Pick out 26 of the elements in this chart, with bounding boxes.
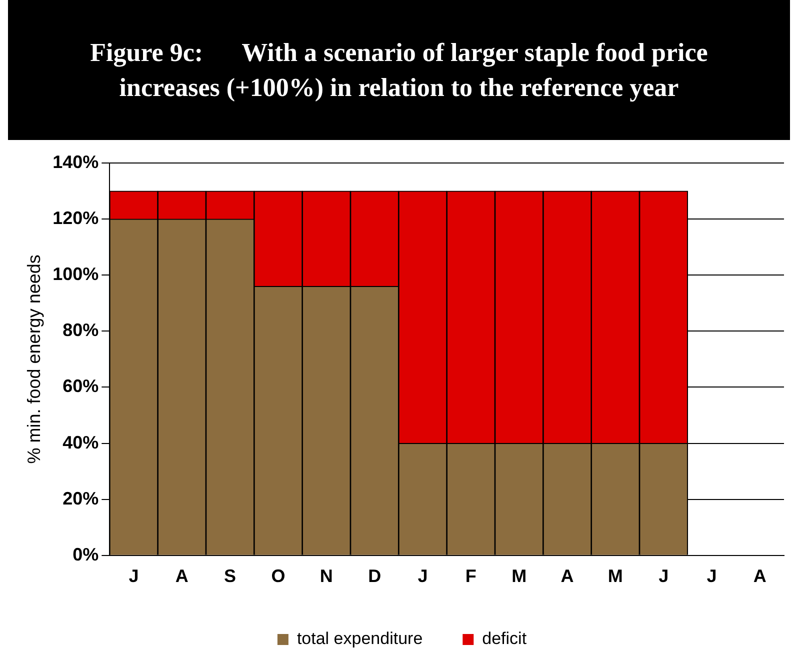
x-tick-label: J [706,566,717,586]
y-tick-label: 100% [52,264,99,284]
x-tick-label: J [658,566,669,586]
y-tick-label: 0% [72,544,99,564]
x-tick-label: F [465,566,476,586]
x-tick-label: A [175,566,188,586]
chart-title: Figure 9c: With a scenario of larger staple food price increases (+100%) in relation to the reference year [8,0,790,140]
y-tick-label: 60% [62,376,99,396]
x-tick-label: A [560,566,574,586]
x-tick-label: S [224,566,236,586]
x-tick-label: O [271,566,286,586]
x-tick-label: D [368,566,382,586]
legend-label: deficit [482,629,527,648]
x-tick-label: N [320,566,333,586]
x-tick-label: J [128,566,139,586]
x-tick-label: A [753,566,766,586]
x-tick-label: M [608,566,623,586]
legend-label: total expenditure [296,629,423,648]
x-tick-label: M [512,566,527,586]
y-tick-label: 40% [62,432,99,452]
x-tick-label: J [418,566,428,586]
y-tick-label: 140% [52,152,99,172]
y-axis-title: % min. food energy needs [24,254,44,464]
y-tick-label: 80% [62,320,99,340]
y-tick-label: 20% [62,488,99,508]
y-tick-label: 120% [52,208,99,228]
